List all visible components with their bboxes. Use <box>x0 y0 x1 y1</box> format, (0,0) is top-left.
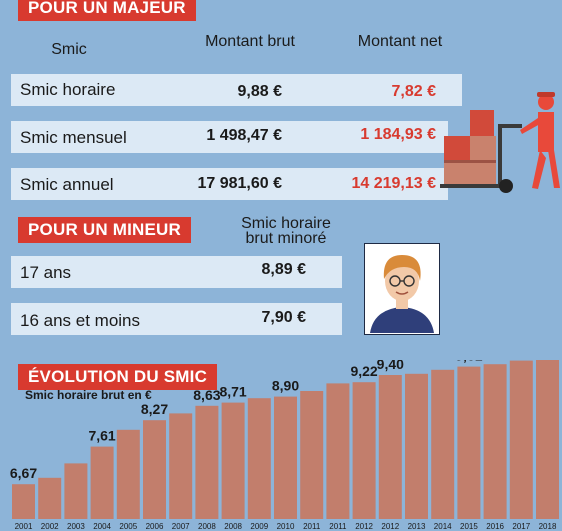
bar-5 <box>143 420 166 519</box>
x-tick-label: 2008 <box>224 522 242 531</box>
row-value: 7,90 € <box>261 309 306 326</box>
bar-10 <box>274 396 297 519</box>
x-tick-label: 2015 <box>460 522 478 531</box>
x-tick-label: 2011 <box>329 522 347 531</box>
worker <box>520 92 560 189</box>
x-tick-label: 2018 <box>539 522 557 531</box>
x-tick-label: 2002 <box>41 522 59 531</box>
x-tick-label: 2016 <box>486 522 504 531</box>
bar-value-label: 9,22 <box>350 363 377 379</box>
x-tick-label: 2014 <box>434 522 452 531</box>
bar-6 <box>169 413 193 519</box>
bar-19 <box>509 360 533 519</box>
bar-value-label: 8,63 <box>193 387 220 403</box>
bar-value-label: 9,61 <box>455 360 482 364</box>
bar-value-label: 8,90 <box>272 378 299 394</box>
row-17-ans: 17 ans 8,89 € <box>11 256 342 288</box>
stacked-boxes <box>444 110 496 184</box>
x-tick-label: 2004 <box>93 522 111 531</box>
bar-0 <box>12 484 35 519</box>
x-tick-label: 2011 <box>303 522 321 531</box>
row-net: 7,82 € <box>391 83 436 100</box>
row-smic-mensuel: Smic mensuel 1 498,47 € 1 184,93 € <box>11 121 448 153</box>
row-label: Smic mensuel <box>20 128 127 147</box>
bar-15 <box>405 373 428 519</box>
bar-3 <box>90 446 114 519</box>
bar-8 <box>221 402 245 519</box>
delivery-worker-illustration <box>440 92 560 193</box>
row-smic-horaire: Smic horaire 9,88 € 7,82 € <box>11 74 462 106</box>
x-tick-label: 2010 <box>277 522 295 531</box>
x-tick-label: 2005 <box>119 522 137 531</box>
bar-12 <box>326 383 350 519</box>
x-tick-label: 2003 <box>67 522 85 531</box>
bar-14 <box>378 375 402 519</box>
bar-value-label: 8,27 <box>141 401 168 417</box>
mineur-title: POUR UN MINEUR <box>18 217 191 243</box>
x-tick-label: 2017 <box>512 522 530 531</box>
x-tick-label: 2008 <box>198 522 216 531</box>
bar-16 <box>431 369 455 519</box>
row-brut: 9,88 € <box>237 83 282 100</box>
bar-13 <box>352 382 376 519</box>
bar-17 <box>457 366 481 519</box>
bar-9 <box>247 398 271 519</box>
bar-value-label: 8,71 <box>219 384 246 400</box>
col-mineur-header: Smic horaire brut minoré <box>241 215 331 247</box>
chart-ylabel: Smic horaire brut en € <box>25 388 152 402</box>
col-smic-header: Smic <box>51 41 87 58</box>
x-tick-label: 2001 <box>15 522 33 531</box>
hand-truck <box>440 124 522 193</box>
x-tick-label: 2013 <box>408 522 426 531</box>
x-tick-label: 2012 <box>381 522 399 531</box>
row-net: 1 184,93 € <box>360 126 436 143</box>
bar-1 <box>38 477 62 519</box>
bar-20 <box>536 360 559 519</box>
row-value: 8,89 € <box>261 261 306 278</box>
bar-18 <box>483 364 507 519</box>
row-brut: 1 498,47 € <box>206 127 282 144</box>
row-brut: 17 981,60 € <box>197 175 282 192</box>
x-tick-label: 2007 <box>172 522 190 531</box>
row-smic-annuel: Smic annuel 17 981,60 € 14 219,13 € <box>11 168 448 200</box>
bar-4 <box>116 429 140 519</box>
x-tick-label: 2006 <box>146 522 164 531</box>
bar-value-label: 9,40 <box>377 360 404 372</box>
row-label: 16 ans et moins <box>20 311 141 330</box>
x-tick-label: 2009 <box>250 522 268 531</box>
x-tick-label: 2012 <box>355 522 373 531</box>
evolution-title: ÉVOLUTION DU SMIC <box>18 364 218 390</box>
teen-portrait <box>364 243 440 335</box>
smic-evolution-chart: 2001 2002 2003 2004 2005 2006 2007 2008 2008 2009… <box>10 360 559 531</box>
bar-value-label: 7,61 <box>88 428 115 444</box>
row-label: Smic horaire <box>20 80 116 99</box>
row-net: 14 219,13 € <box>351 175 436 192</box>
bar-11 <box>300 391 324 519</box>
row-label: 17 ans <box>20 263 72 282</box>
bar-7 <box>195 405 219 519</box>
col-net-header: Montant net <box>357 33 443 50</box>
col-brut-header: Montant brut <box>205 33 295 50</box>
majeur-title: POUR UN MAJEUR <box>18 0 196 21</box>
row-16-ans: 16 ans et moins 7,90 € <box>11 303 342 335</box>
row-label: Smic annuel <box>20 175 114 194</box>
bar-2 <box>64 463 88 519</box>
bar-value-label: 6,67 <box>10 465 37 481</box>
